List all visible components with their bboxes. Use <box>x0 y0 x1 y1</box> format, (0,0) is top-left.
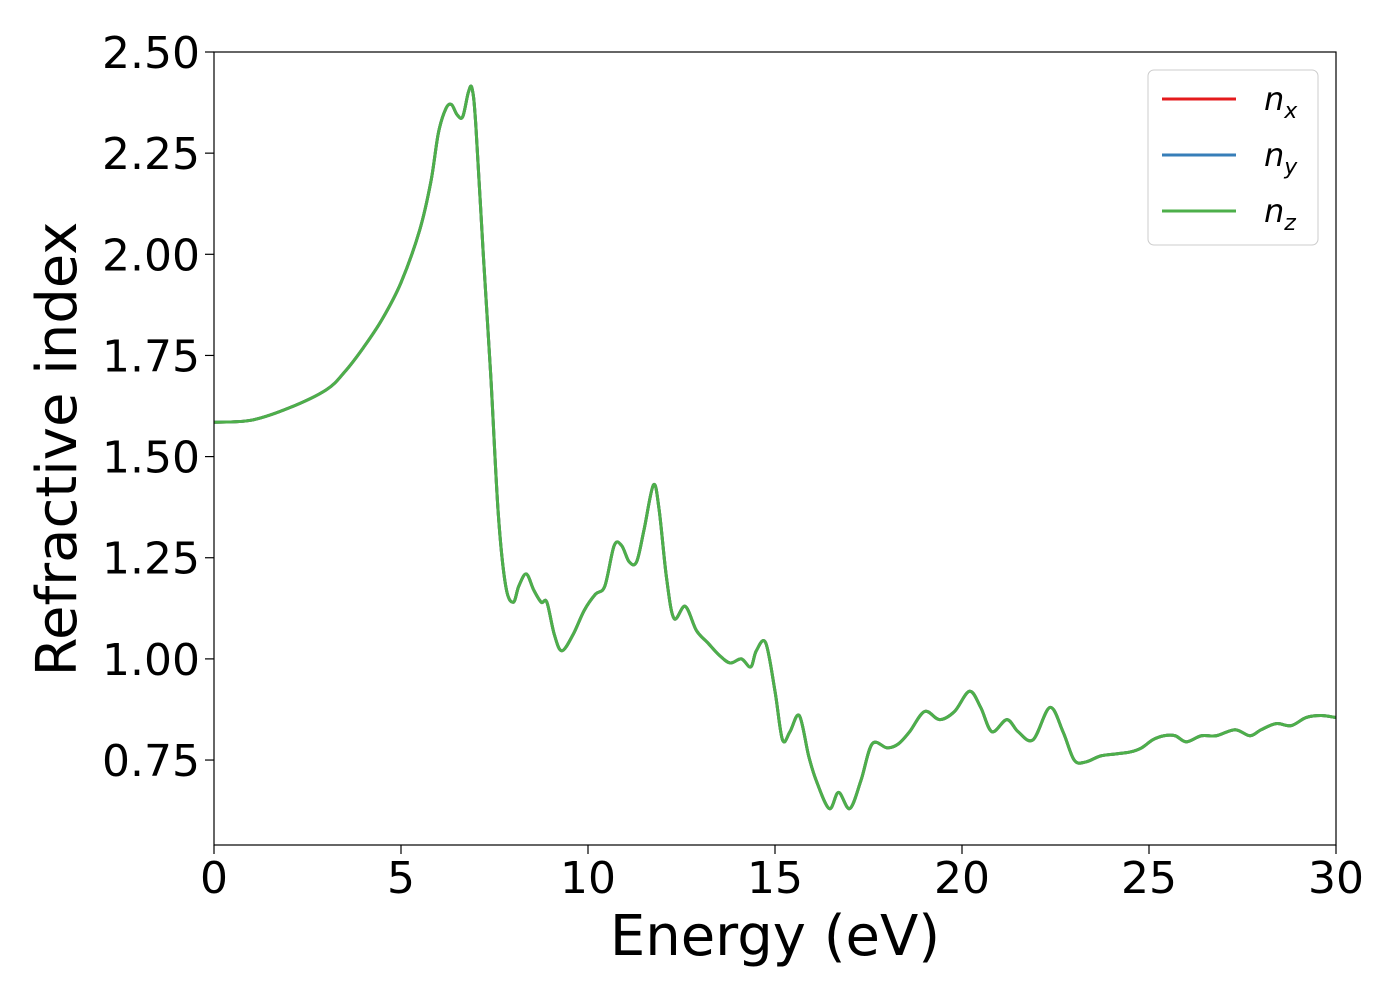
y-tick-label: 1.25 <box>102 534 200 585</box>
y-tick-label: 0.75 <box>102 736 200 787</box>
legend: nx ny nz <box>1147 69 1319 246</box>
y-tick-label: 1.00 <box>102 635 200 686</box>
y-tick-label: 1.50 <box>102 433 200 484</box>
y-tick-label: 2.00 <box>102 230 200 281</box>
y-axis-label: Refractive index <box>25 222 90 677</box>
y-tick-label: 2.25 <box>102 129 200 180</box>
x-tick-label: 0 <box>200 853 228 904</box>
legend-label-nz: nz <box>1264 192 1296 236</box>
legend-items: nx ny nz <box>1162 80 1298 236</box>
legend-label-nx: nx <box>1264 80 1298 124</box>
x-tick-label: 5 <box>387 853 415 904</box>
y-axis: 0.75 1.00 1.25 1.50 1.75 2.00 2.25 2.50 <box>102 28 214 787</box>
x-tick-label: 15 <box>747 853 803 904</box>
x-axis: 0 5 10 15 20 25 30 <box>200 845 1364 904</box>
series-layer <box>214 84 1336 811</box>
x-tick-label: 10 <box>560 853 616 904</box>
x-tick-label: 30 <box>1308 853 1364 904</box>
y-tick-label: 1.75 <box>102 331 200 382</box>
x-axis-label: Energy (eV) <box>610 904 940 969</box>
legend-box <box>1147 69 1319 246</box>
x-tick-label: 25 <box>1121 853 1177 904</box>
y-tick-label: 2.50 <box>102 28 200 79</box>
series-line-n-z <box>214 84 1336 811</box>
legend-label-ny: ny <box>1264 136 1298 180</box>
x-tick-label: 20 <box>934 853 990 904</box>
